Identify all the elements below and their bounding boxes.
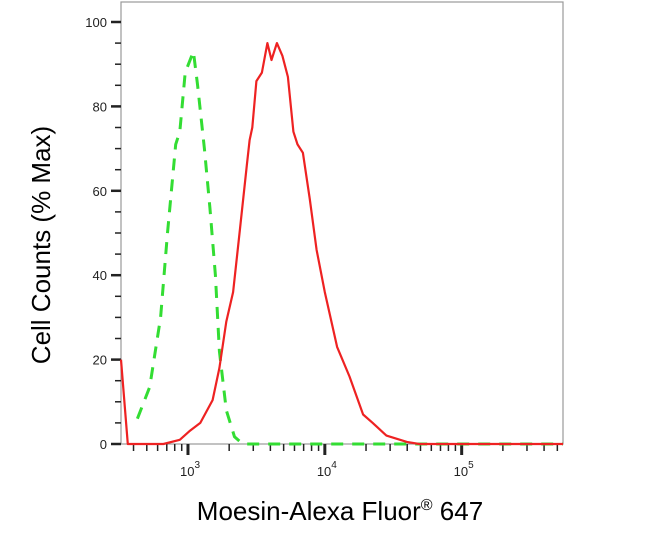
x-tick-label: 103	[180, 460, 200, 479]
y-tick-label: 20	[93, 353, 107, 368]
y-tick-label: 60	[93, 184, 107, 199]
x-tick-label: 104	[317, 460, 337, 479]
y-tick-label: 40	[93, 268, 107, 283]
control-histogram-line	[136, 50, 563, 446]
sample-histogram-line	[119, 41, 563, 446]
x-axis-title: Moesin-Alexa Fluor® 647	[197, 496, 483, 526]
y-tick-label: 0	[100, 437, 107, 452]
y-axis-title: Cell Counts (% Max)	[26, 126, 56, 364]
y-tick-label: 100	[85, 15, 107, 30]
x-tick-label: 105	[454, 460, 474, 479]
y-tick-label: 80	[93, 99, 107, 114]
plot-frame	[120, 1, 564, 445]
